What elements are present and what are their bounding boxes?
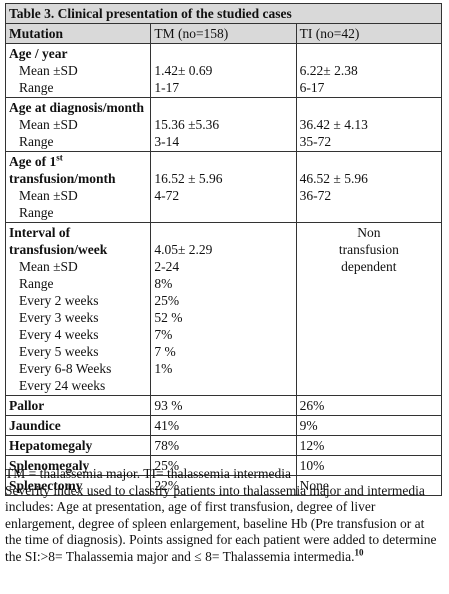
header-row: Mutation TM (no=158) TI (no=42) [4,23,443,44]
finding-row: Jaundice 41% 9% [4,415,443,436]
ti-value: 26% [295,395,443,416]
label-cell: Age / year Mean ±SD Range [4,43,152,98]
row-label: Mean ±SD [19,117,78,132]
note-text: Severity index used to classify patients… [5,482,437,564]
column-header: Mutation [4,23,152,44]
tm-value: 78% [150,435,297,456]
row-label: Every 6-8 Weeks [19,361,112,376]
spacer [300,99,438,116]
row-label: Every 24 weeks [19,378,106,393]
tm-value: 4.05± 2.29 [154,242,213,257]
row-label: Every 5 weeks [19,344,99,359]
spacer [154,153,292,170]
tm-value: 4-72 [154,188,180,203]
tm-value: 22% [150,475,297,496]
ti-cell: Non transfusion dependent [295,222,443,396]
finding-row: Pallor 93 % 26% [4,395,443,416]
ti-value: 46.52 ± 5.96 [299,171,368,186]
table-container: Table 3. Clinical presentation of the st… [4,3,443,496]
ti-value: 9% [295,415,443,436]
ti-cell: 36.42 ± 4.13 35-72 [295,97,443,152]
tm-value: 8% [154,276,173,291]
tm-value: 15.36 ±5.36 [154,117,220,132]
spacer [154,99,292,116]
section-row: Age of 1st transfusion/month Mean ±SD Rang… [4,151,443,223]
tm-value: 3-14 [154,134,180,149]
table: Table 3. Clinical presentation of the st… [4,3,443,496]
severity-note: Severity index used to classify patients… [5,483,443,566]
reference: 10 [354,547,364,557]
row-label: Every 2 weeks [19,293,99,308]
row-label: Mean ±SD [19,259,78,274]
ti-value: 36-72 [299,188,332,203]
tm-value: 25% [154,293,180,308]
spacer [154,45,292,62]
finding-label: Hepatomegaly [4,435,152,456]
ti-value: 6.22± 2.38 [299,63,358,78]
column-header: TI (no=42) [295,23,443,44]
finding-label: Splenectomy [4,475,152,496]
abbreviations: TM = thalassemia major. TI= thalassemia … [5,466,292,481]
row-label: Mean ±SD [19,188,78,203]
section-title: Interval of transfusion/week [9,224,147,258]
tm-cell: 15.36 ±5.36 3-14 [150,97,297,152]
ti-value: 6-17 [299,80,325,95]
label-cell: Age of 1st transfusion/month Mean ±SD Rang… [4,151,152,223]
row-label: Every 4 weeks [19,327,99,342]
notes: TM = thalassemia major. TI= thalassemia … [5,466,443,565]
section-row: Age at diagnosis/month Mean ±SD Range 15.3… [4,97,443,152]
section-title: Age of 1st transfusion/month [9,153,147,187]
spacer [300,45,438,62]
tm-value: 7 % [154,344,176,359]
finding-row: Hepatomegaly 78% 12% [4,435,443,456]
tm-value: 16.52 ± 5.96 [154,171,223,186]
tm-value: 52 % [154,310,183,325]
finding-row: Splenectomy 22% None [4,475,443,496]
title-text: Age of 1 [9,154,57,169]
row-label: Range [19,276,54,291]
tm-value: 41% [150,415,297,436]
column-header: TM (no=158) [150,23,297,44]
ti-value: 36.42 ± 4.13 [299,117,368,132]
caption-row: Table 3. Clinical presentation of the st… [5,3,442,24]
row-label: Mean ±SD [19,63,78,78]
ti-value: 35-72 [299,134,332,149]
finding-label: Pallor [4,395,152,416]
finding-label: Jaundice [4,415,152,436]
title-text: Age at diagnosis/month [9,100,145,115]
section-row: Interval of transfusion/week Mean ±SD Rang… [4,222,443,396]
tm-cell: 4.05± 2.29 2-24 8% 25% 52 % 7% 7 % 1% [150,222,297,396]
spacer [154,224,292,241]
tm-value: 1.42± 0.69 [154,63,213,78]
spacer [300,153,438,170]
title-sup: st [56,152,63,163]
ti-value: 12% [295,435,443,456]
tm-cell: 16.52 ± 5.96 4-72 [150,151,297,223]
label-cell: Interval of transfusion/week Mean ±SD Rang… [4,222,152,396]
row-label: Range [19,205,54,220]
table-title: Table 3. Clinical presentation of the st… [5,3,442,24]
section-row: Age / year Mean ±SD Range 1.42± 0.69 1-17 6… [4,43,443,98]
ti-value: None [295,475,443,496]
title-text: Age / year [9,46,68,61]
row-label: Range [19,80,54,95]
ti-cell: 6.22± 2.38 6-17 [295,43,443,98]
row-label: Every 3 weeks [19,310,99,325]
section-title: Age at diagnosis/month [9,99,147,116]
tm-value: 1-17 [154,80,180,95]
tm-value: 93 % [150,395,297,416]
ti-note: Non transfusion dependent [338,225,399,274]
tm-value: 7% [154,327,173,342]
row-label: Range [19,134,54,149]
ti-cell: 46.52 ± 5.96 36-72 [295,151,443,223]
label-cell: Age at diagnosis/month Mean ±SD Range [4,97,152,152]
title-text: Interval of transfusion/week [9,225,108,257]
title-text: transfusion/month [9,171,116,186]
section-title: Age / year [9,45,147,62]
tm-cell: 1.42± 0.69 1-17 [150,43,297,98]
tm-value: 1% [154,361,173,376]
tm-value: 2-24 [154,259,180,274]
